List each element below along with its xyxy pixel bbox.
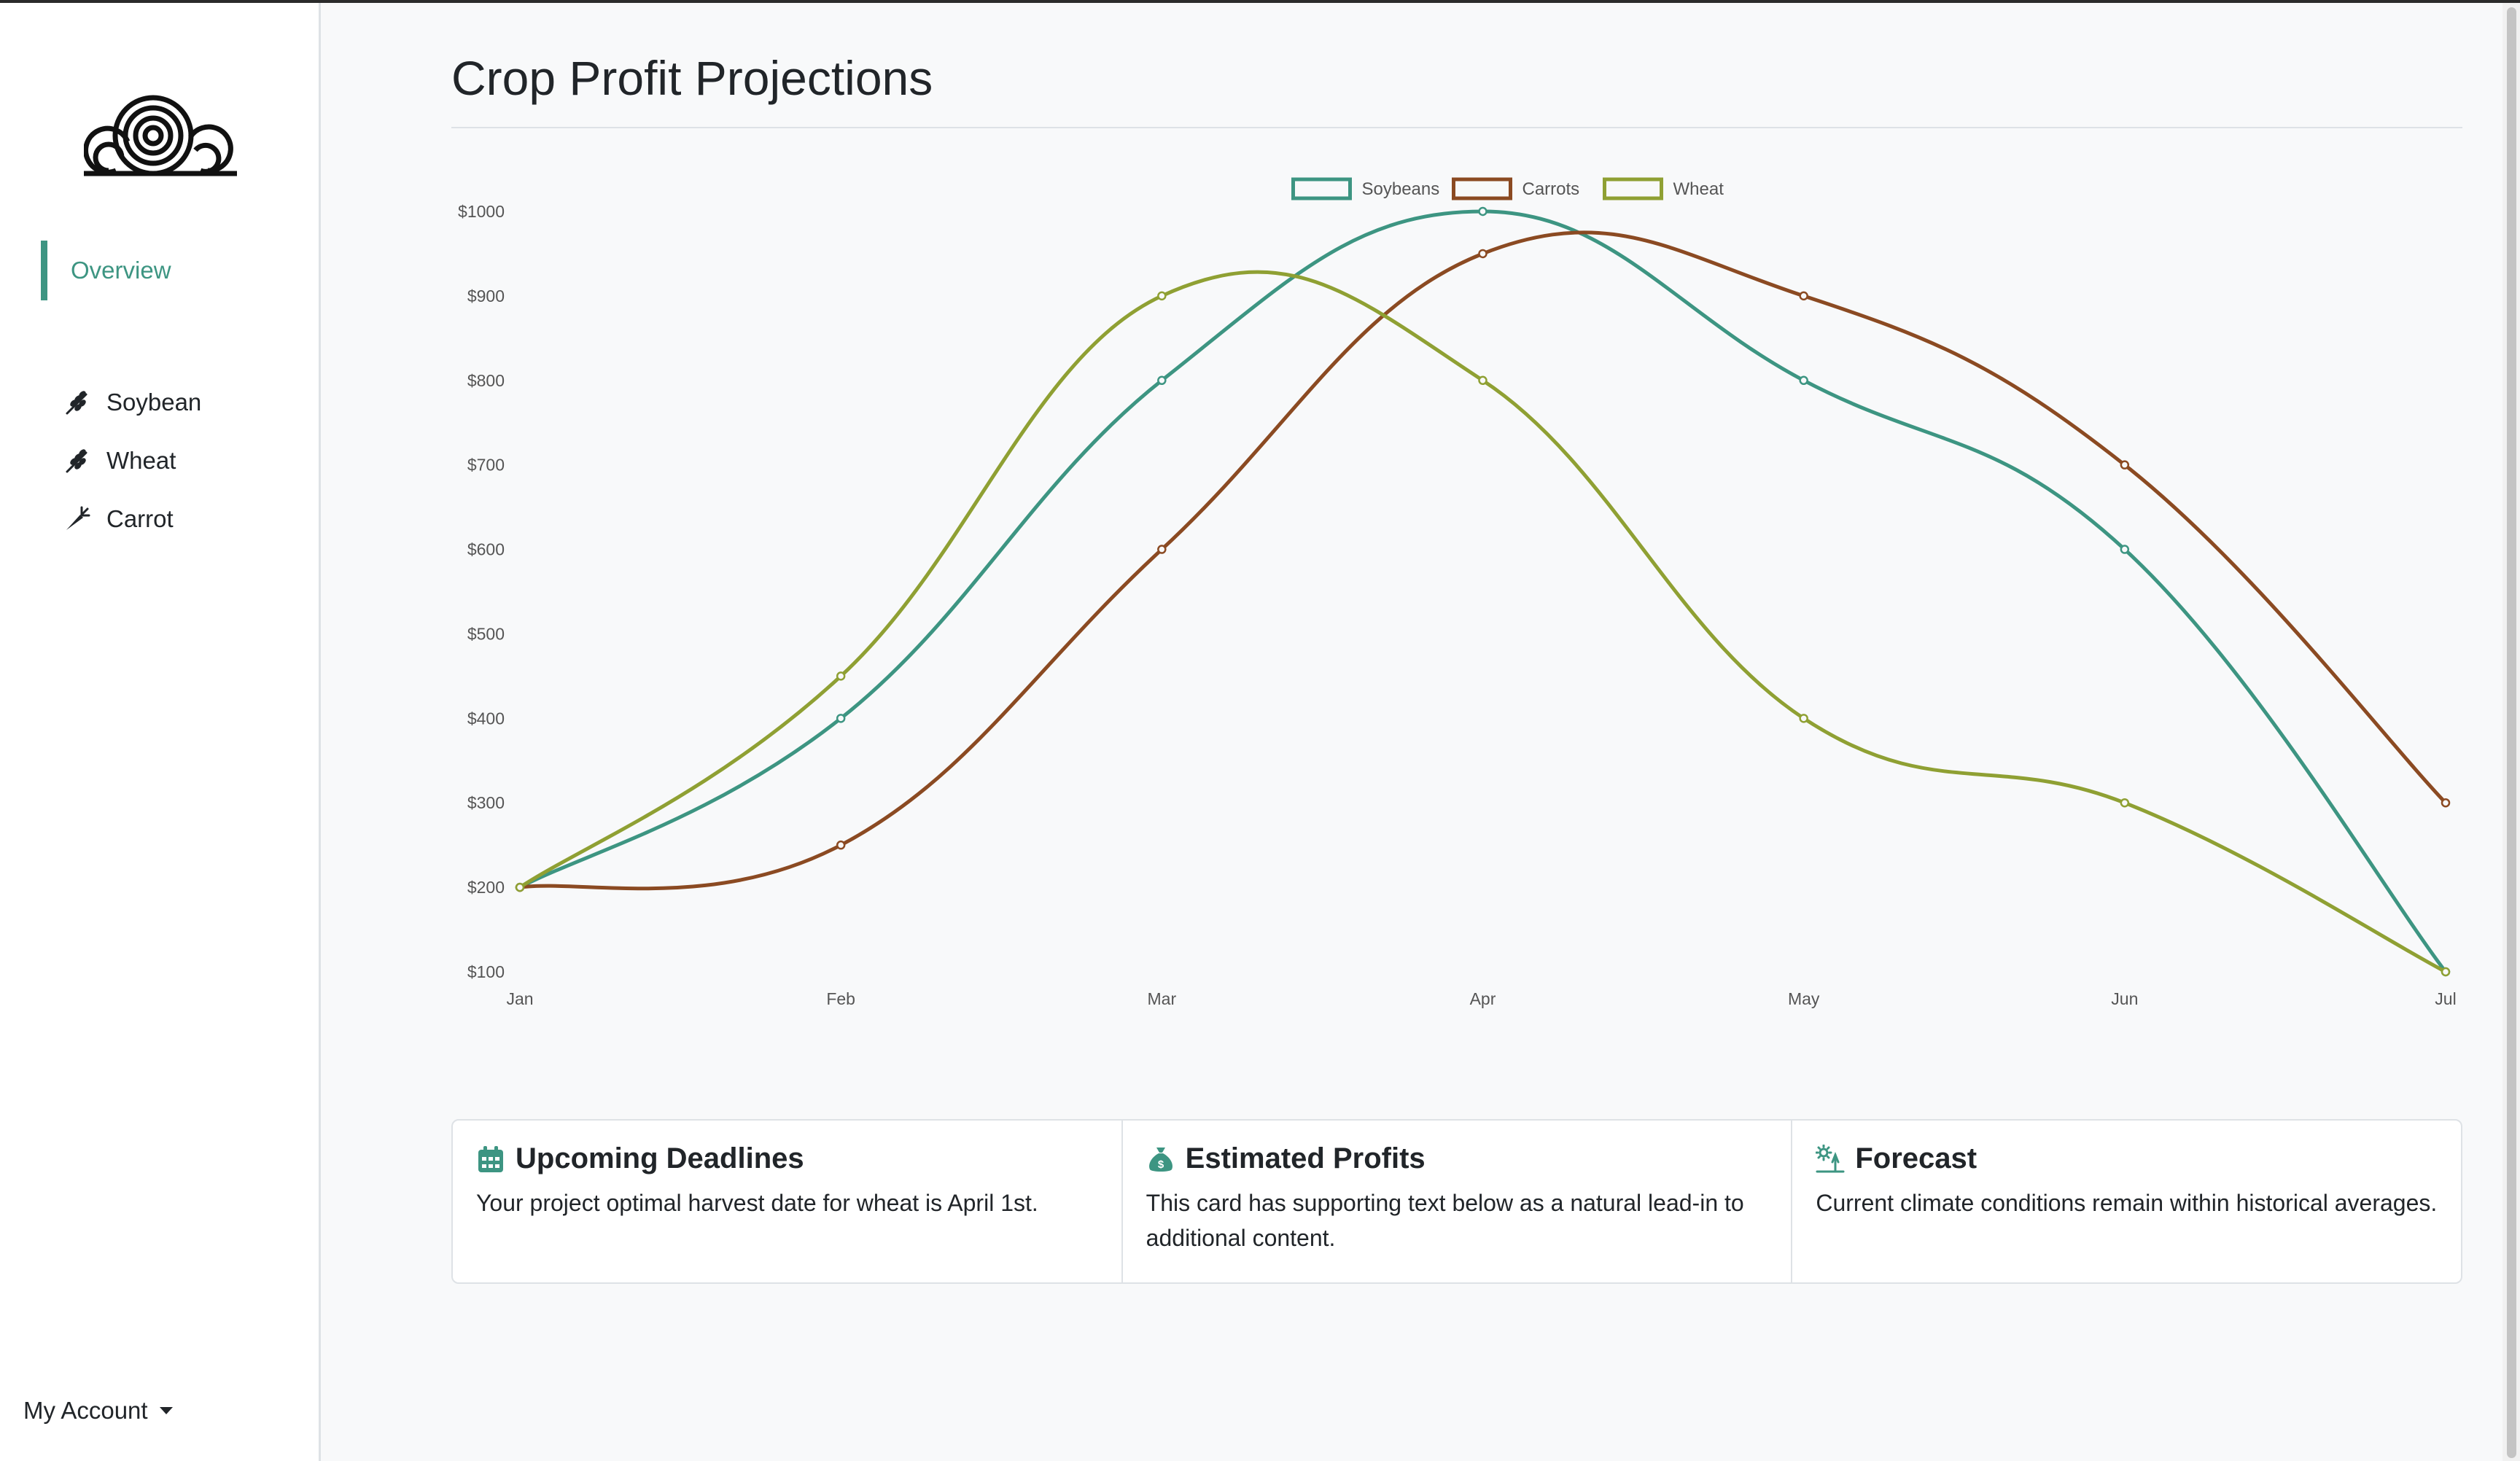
y-tick-label: $700 — [467, 456, 505, 475]
y-tick-label: $800 — [467, 371, 505, 390]
title-divider — [451, 127, 2462, 128]
data-point[interactable] — [2441, 967, 2451, 977]
data-point[interactable] — [1478, 375, 1488, 386]
y-tick-label: $1000 — [458, 202, 505, 221]
card-group: Upcoming Deadlines Your project optimal … — [451, 1119, 2462, 1284]
wheat-icon — [66, 391, 88, 415]
y-tick-label: $300 — [467, 793, 505, 812]
sidebar-item-label: Carrot — [106, 505, 174, 532]
card-title: Upcoming Deadlines — [516, 1142, 804, 1174]
card-title: Forecast — [1855, 1142, 1978, 1174]
x-tick-label: Feb — [826, 989, 855, 1008]
sidebar-item-label: Overview — [71, 257, 171, 284]
sidebar-item-carrot[interactable]: Carrot — [64, 497, 298, 541]
x-tick-label: Mar — [1148, 989, 1177, 1008]
page-title: Crop Profit Projections — [451, 51, 933, 105]
sidebar-item-wheat[interactable]: Wheat — [64, 439, 298, 483]
data-point[interactable] — [1478, 249, 1488, 259]
y-tick-label: $400 — [467, 709, 505, 728]
svg-text:$: $ — [1158, 1158, 1164, 1171]
forecast-card: Forecast Current climate conditions rema… — [1792, 1121, 2461, 1282]
data-point[interactable] — [1157, 545, 1167, 554]
sidebar-item-label: Soybean — [106, 389, 202, 416]
x-tick-label: Apr — [1470, 989, 1496, 1008]
my-account-dropdown[interactable]: My Account — [23, 1390, 213, 1431]
data-point[interactable] — [1799, 291, 1808, 301]
card-text: Current climate conditions remain within… — [1816, 1190, 2438, 1216]
sidebar: Overview Soybean Wheat — [0, 3, 321, 1461]
data-point[interactable] — [2120, 798, 2130, 808]
window-top-border — [0, 0, 2520, 3]
legend-label[interactable]: Carrots — [1522, 179, 1580, 199]
legend-swatch[interactable] — [1452, 177, 1512, 200]
calendar-icon — [478, 1145, 503, 1172]
wheat-icon — [66, 449, 88, 473]
logo-icon — [84, 95, 237, 176]
account-label: My Account — [23, 1397, 148, 1424]
y-tick-label: $500 — [467, 624, 505, 643]
legend-swatch[interactable] — [1603, 177, 1663, 200]
caret-down-icon — [159, 1407, 173, 1414]
card-text: This card has supporting text below as a… — [1146, 1190, 1744, 1251]
legend-swatch[interactable] — [1291, 177, 1352, 200]
y-tick-label: $600 — [467, 540, 505, 559]
data-point[interactable] — [2441, 798, 2451, 808]
carrot-icon — [66, 506, 90, 530]
deadlines-card: Upcoming Deadlines Your project optimal … — [453, 1121, 1123, 1282]
scrollbar-thumb[interactable] — [2507, 7, 2516, 1458]
data-point[interactable] — [1157, 291, 1167, 301]
sidebar-item-soybean[interactable]: Soybean — [64, 381, 298, 424]
page-scrollbar[interactable] — [2502, 3, 2520, 1461]
data-point[interactable] — [515, 882, 525, 892]
x-tick-label: Jul — [2435, 989, 2456, 1008]
data-point[interactable] — [2120, 545, 2130, 554]
series-line-soybeans — [518, 209, 2447, 973]
data-point[interactable] — [1799, 714, 1808, 723]
data-point[interactable] — [1157, 375, 1167, 386]
legend-label[interactable]: Soybeans — [1362, 179, 1440, 199]
data-point[interactable] — [2120, 460, 2130, 470]
profit-chart: $1000 $900 $800 $700 $600 $500 $400 $300 $200 $10… — [458, 177, 2457, 1008]
x-tick-label: Jan — [506, 989, 533, 1008]
data-point[interactable] — [836, 840, 846, 850]
sidebar-item-label: Wheat — [106, 447, 176, 474]
data-point[interactable] — [836, 671, 846, 681]
x-tick-label: May — [1788, 989, 1820, 1008]
series-line-carrots — [519, 230, 2447, 891]
card-title: Estimated Profits — [1185, 1142, 1426, 1174]
data-point[interactable] — [1478, 206, 1488, 217]
y-tick-label: $900 — [467, 287, 505, 305]
data-point[interactable] — [836, 714, 846, 723]
sidebar-item-overview[interactable]: Overview — [41, 241, 289, 300]
y-tick-label: $200 — [467, 878, 505, 897]
y-tick-label: $100 — [467, 962, 505, 981]
money-bag-icon: $ — [1148, 1147, 1172, 1172]
data-point[interactable] — [1799, 375, 1808, 386]
legend-label[interactable]: Wheat — [1673, 179, 1724, 199]
sun-cloud-icon — [1816, 1144, 1845, 1172]
card-text: Your project optimal harvest date for wh… — [476, 1190, 1038, 1216]
x-tick-label: Jun — [2111, 989, 2138, 1008]
profits-card: $ Estimated Profits This card has suppor… — [1123, 1121, 1793, 1282]
